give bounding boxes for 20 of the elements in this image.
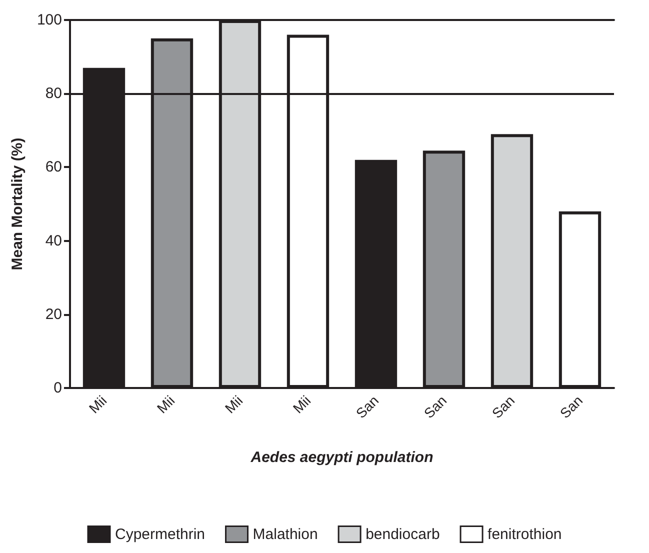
y-tick-label: 80 [45,85,62,102]
x-tick-label: Mii [86,392,110,416]
x-tick-label: San [420,392,450,422]
legend-label: Cypermethrin [114,526,206,543]
legend-label: fenitrothion [488,526,562,543]
y-axis-title: Mean Mortality (%) [9,138,26,270]
y-tick-label: 100 [36,12,62,28]
y-tick-label: 0 [54,380,62,396]
x-tick-label: San [488,392,518,422]
legend-label: bendiocarb [366,526,440,543]
y-tick-label: 20 [45,306,62,323]
y-tick-label: 40 [45,232,62,250]
x-tick-label: Mii [154,392,178,416]
x-tick-label: Mii [222,392,246,416]
x-tick-label: San [556,392,586,422]
x-tick-label: Mii [290,392,314,416]
legend-label: Malathion [252,526,318,543]
x-axis-title: Aedes aegypti population [250,449,434,466]
x-tick-label: San [352,392,382,422]
y-tick-label: 60 [45,158,62,176]
